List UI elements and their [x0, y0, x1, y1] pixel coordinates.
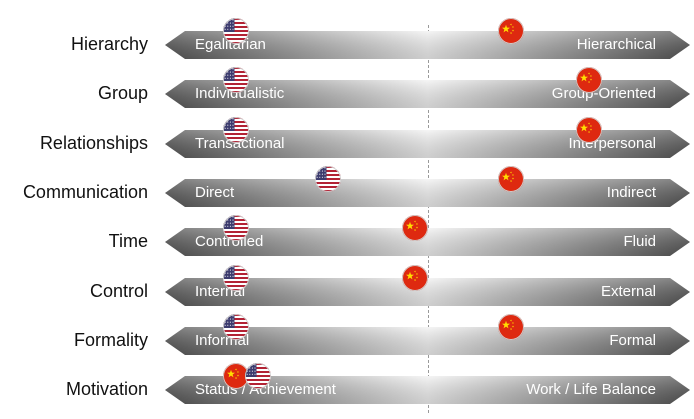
scale-arrow-relationships: Transactional Interpersonal	[165, 129, 690, 158]
right-pole-label: Group-Oriented	[551, 85, 656, 103]
right-pole-label: Fluid	[623, 233, 656, 251]
right-pole-label: External	[600, 282, 656, 300]
us-flag-icon	[223, 116, 250, 143]
dimension-label-formality: Formality	[73, 329, 148, 350]
dimension-label-group: Group	[97, 83, 148, 104]
us-flag-icon	[223, 18, 250, 44]
right-pole-label: Formal	[609, 331, 656, 349]
china-flag-icon	[497, 313, 524, 340]
china-flag-icon	[497, 165, 524, 192]
dimension-label-relationships: Relationships	[39, 132, 148, 153]
dimension-label-control: Control	[89, 280, 148, 301]
scale-arrow-time: Controlled Fluid	[165, 228, 690, 257]
scale-arrow-formality: Informal Formal	[165, 326, 690, 355]
scale-arrow-hierarchy: Egalitarian Hierarchical	[165, 31, 690, 59]
us-flag-icon	[223, 264, 250, 291]
china-flag-icon	[402, 215, 428, 242]
china-flag-icon	[402, 264, 428, 291]
dimension-label-motivation: Motivation	[65, 379, 148, 400]
right-pole-label: Hierarchical	[576, 36, 656, 53]
us-flag-icon	[314, 165, 341, 192]
scale-arrow-control: Internal External	[165, 277, 690, 306]
china-flag-icon	[497, 18, 524, 44]
dimension-label-communication: Communication	[22, 181, 148, 202]
left-pole-label: Egalitarian	[195, 36, 266, 53]
right-pole-label: Work / Life Balance	[526, 381, 656, 399]
dimension-label-time: Time	[108, 231, 148, 252]
left-pole-label: Controlled	[195, 233, 264, 251]
left-pole-label: Individualistic	[195, 85, 285, 103]
us-flag-icon	[245, 363, 272, 390]
us-flag-icon	[223, 215, 250, 242]
dimension-label-hierarchy: Hierarchy	[70, 34, 148, 54]
china-flag-icon	[576, 67, 603, 94]
us-flag-icon	[223, 67, 250, 94]
right-pole-label: Indirect	[606, 183, 656, 201]
scale-arrow-group: Individualistic Group-Oriented	[165, 80, 690, 109]
left-pole-label: Direct	[195, 183, 235, 201]
china-flag-icon	[576, 116, 603, 143]
center-divider	[428, 25, 429, 413]
us-flag-icon	[223, 313, 250, 340]
scale-arrow-communication: Direct Indirect	[165, 178, 690, 207]
left-pole-label: Transactional	[195, 134, 285, 152]
scale-arrow-motivation: Status / Achievement Work / Life Balance	[165, 376, 690, 405]
